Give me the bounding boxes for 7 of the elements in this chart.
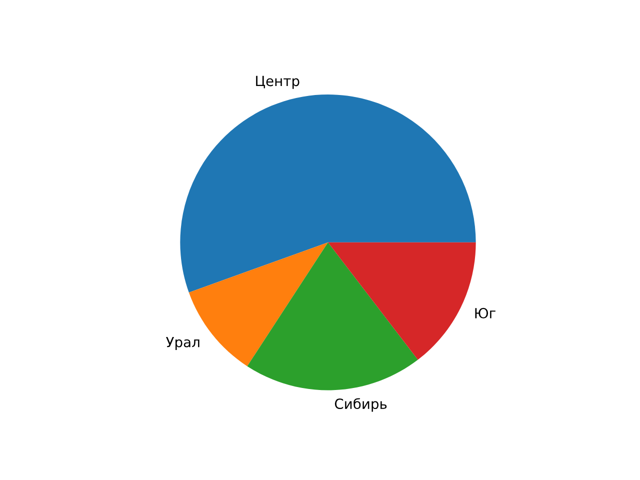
pie-slice [247,242,418,390]
slice-label: Центр [256,76,300,89]
slice-label: Урал [166,336,200,350]
pie-slice [180,94,476,292]
slice-label: Юг [475,308,496,318]
slice-label: Сибирь [334,398,387,412]
pie-slice [328,242,476,360]
